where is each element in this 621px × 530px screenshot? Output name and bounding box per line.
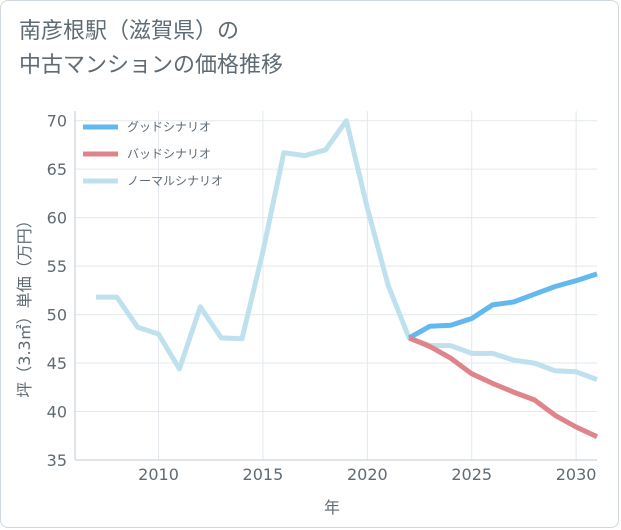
y-tick-label: 70 [47,112,67,131]
y-tick-label: 40 [47,403,67,422]
chart-title: 南彦根駅（滋賀県）の 中古マンションの価格推移 [19,15,283,83]
x-tick-label: 2015 [243,465,284,484]
x-axis-ticks: 2010 2015 2020 2025 2030 [138,465,596,484]
legend-label: バッドシナリオ [127,147,211,161]
y-tick-label: 45 [47,354,67,373]
series-lines [95,118,599,439]
y-tick-label: 50 [47,306,67,325]
title-line-2: 中古マンションの価格推移 [19,53,284,78]
x-tick-label: 2020 [347,465,388,484]
x-tick-label: 2010 [138,465,179,484]
series-line-2 [95,118,598,382]
y-axis-ticks: 35 40 45 50 55 60 65 70 [47,112,67,470]
x-axis-label: 年 [324,498,340,517]
y-tick-label: 35 [47,451,67,470]
y-tick-label: 60 [47,209,67,228]
legend-label: グッドシナリオ [127,120,211,134]
y-tick-label: 65 [47,160,67,179]
x-tick-label: 2025 [451,465,492,484]
legend-label: ノーマルシナリオ [127,174,223,188]
series-line-0 [407,271,598,341]
plot-frame [74,111,597,461]
grid [75,111,597,461]
series-line-1 [408,335,599,439]
y-tick-label: 55 [47,257,67,276]
x-tick-label: 2030 [556,465,597,484]
title-line-1: 南彦根駅（滋賀県）の [19,19,240,44]
y-axis-label: 坪（3.3㎡）単価（万円） [15,212,34,397]
